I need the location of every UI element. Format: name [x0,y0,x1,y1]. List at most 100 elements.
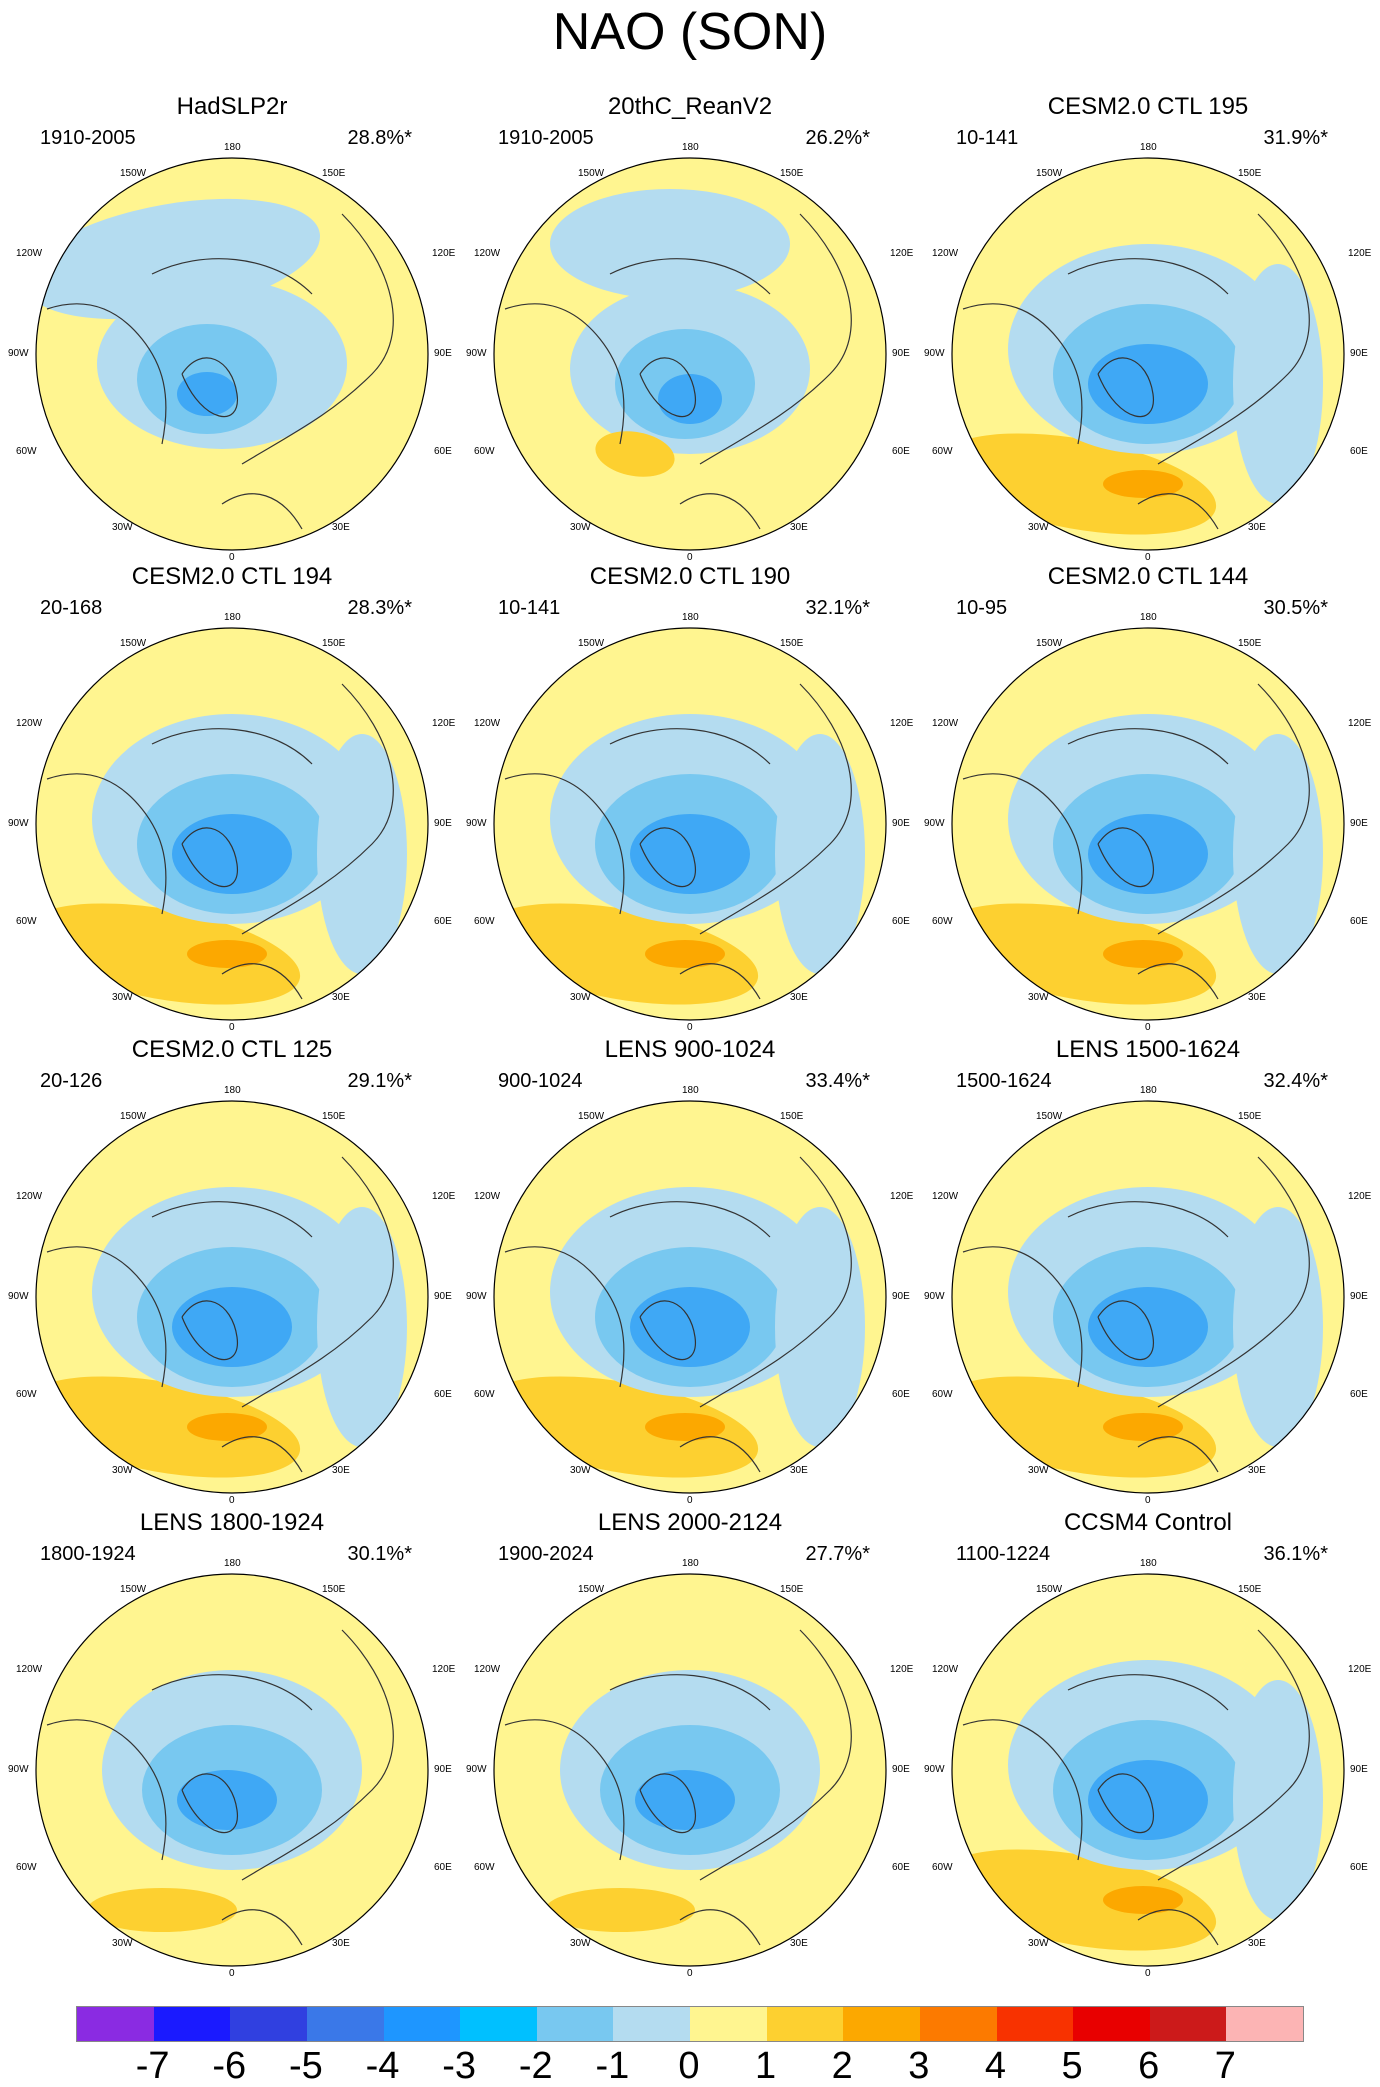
map-panel: CESM2.0 CTL 195 10-141 31.9%* 180 150W 150E 12… [918,92,1378,563]
longitude-label: 90W [924,1764,945,1775]
panel-title: LENS 1800-1924 [139,1509,325,1536]
longitude-label: 180 [682,612,699,623]
panel-period: 1500-1624 [956,1070,1052,1092]
coastline [962,773,1083,915]
longitude-label: 90E [1350,1764,1368,1775]
coastline [221,493,303,530]
panel-period: 1800-1924 [40,1543,136,1565]
longitude-label: 30E [790,1938,808,1949]
longitude-label: 60E [434,446,452,457]
polar-map [35,1573,429,1967]
anomaly-field [36,198,394,530]
longitude-label: 30E [332,992,350,1003]
polar-map [951,627,1345,1021]
colorbar-label: -6 [212,2045,247,2087]
polar-map [35,627,429,1021]
colorbar-box [77,2007,154,2041]
panel-period: 20-168 [40,597,103,619]
panel-period: 900-1024 [498,1070,583,1092]
panel-variance: 32.1%* [805,597,871,619]
longitude-label: 150E [1238,168,1262,179]
longitude-label: 150E [780,1584,804,1595]
polar-map [493,627,887,1021]
longitude-label: 30W [1028,522,1049,533]
coastline [241,1629,394,1881]
colorbar-label: -2 [518,2045,553,2087]
longitude-label: 60W [474,1389,495,1400]
longitude-label: 150W [120,168,147,179]
longitude-label: 120W [16,1664,43,1675]
positive-anomaly-peak [1103,1413,1183,1441]
coastline [241,213,394,465]
colorbar-label: -5 [288,2045,323,2087]
colorbar [76,2006,1304,2042]
negative-anomaly-center [1088,814,1208,894]
longitude-label: 150E [1238,638,1262,649]
longitude-label: 0 [229,1495,235,1506]
map-panel: LENS 2000-2124 1900-2024 27.7%* 180 150W 150E… [460,1508,920,1979]
panel-title: CESM2.0 CTL 125 [131,1036,333,1063]
longitude-label: 120E [432,1664,456,1675]
map-panel: LENS 1800-1924 1800-1924 30.1%* 180 150W 150E… [2,1508,462,1979]
negative-anomaly-center [1088,1760,1208,1840]
polar-map [35,1100,429,1494]
longitude-label: 150E [322,1111,346,1122]
longitude-label: 120W [474,718,501,729]
map-border [493,1573,887,1967]
coastline [504,1719,625,1861]
longitude-label: 90W [924,818,945,829]
longitude-label: 180 [224,1558,241,1569]
panel-variance: 28.3%* [347,597,413,619]
map-border [493,1100,887,1494]
colorbar-box [383,2007,461,2041]
longitude-label: 30W [112,992,133,1003]
anomaly-field [494,683,865,1005]
positive-anomaly-peak [645,940,725,968]
longitude-label: 120W [474,1664,501,1675]
colorbar-box [843,2007,920,2041]
coastline [504,303,625,445]
colorbar-label: 6 [1138,2045,1160,2087]
coastline [46,1719,167,1861]
negative-anomaly-center [630,814,750,894]
coastline [962,303,1083,445]
coastline [1097,1773,1154,1834]
longitude-label: 30E [790,522,808,533]
longitude-label: 150E [1238,1584,1262,1595]
longitude-label: 150W [1036,638,1063,649]
longitude-label: 90W [466,1764,487,1775]
coastline [679,1909,761,1946]
coastline [1067,728,1229,765]
map-border [35,627,429,1021]
longitude-label: 30W [1028,1465,1049,1476]
longitude-label: 60W [16,1862,37,1873]
coastline [639,1300,696,1361]
longitude-label: 90E [1350,348,1368,359]
longitude-label: 180 [224,142,241,153]
longitude-label: 120E [432,1191,456,1202]
positive-anomaly-peak [1103,470,1183,498]
colorbar-label: -4 [365,2045,400,2087]
longitude-label: 120W [474,248,501,259]
longitude-label: 90E [892,1764,910,1775]
longitude-label: 90E [434,1764,452,1775]
longitude-label: 120E [1348,718,1372,729]
longitude-label: 90W [466,1291,487,1302]
longitude-label: 120E [890,718,914,729]
longitude-label: 120E [890,1664,914,1675]
positive-anomaly-atlantic [87,1888,237,1932]
longitude-label: 180 [224,1085,241,1096]
map-border [493,157,887,551]
coastline [1097,827,1154,888]
polar-map [493,1573,887,1967]
coastline [609,1201,771,1238]
colorbar-box [919,2007,997,2041]
longitude-label: 120W [932,718,959,729]
longitude-label: 90E [434,348,452,359]
longitude-label: 60W [474,1862,495,1873]
colorbar-box [1149,2007,1227,2041]
longitude-label: 30W [1028,992,1049,1003]
negative-anomaly-center [630,1287,750,1367]
longitude-label: 0 [687,1968,693,1979]
longitude-label: 150W [120,638,147,649]
